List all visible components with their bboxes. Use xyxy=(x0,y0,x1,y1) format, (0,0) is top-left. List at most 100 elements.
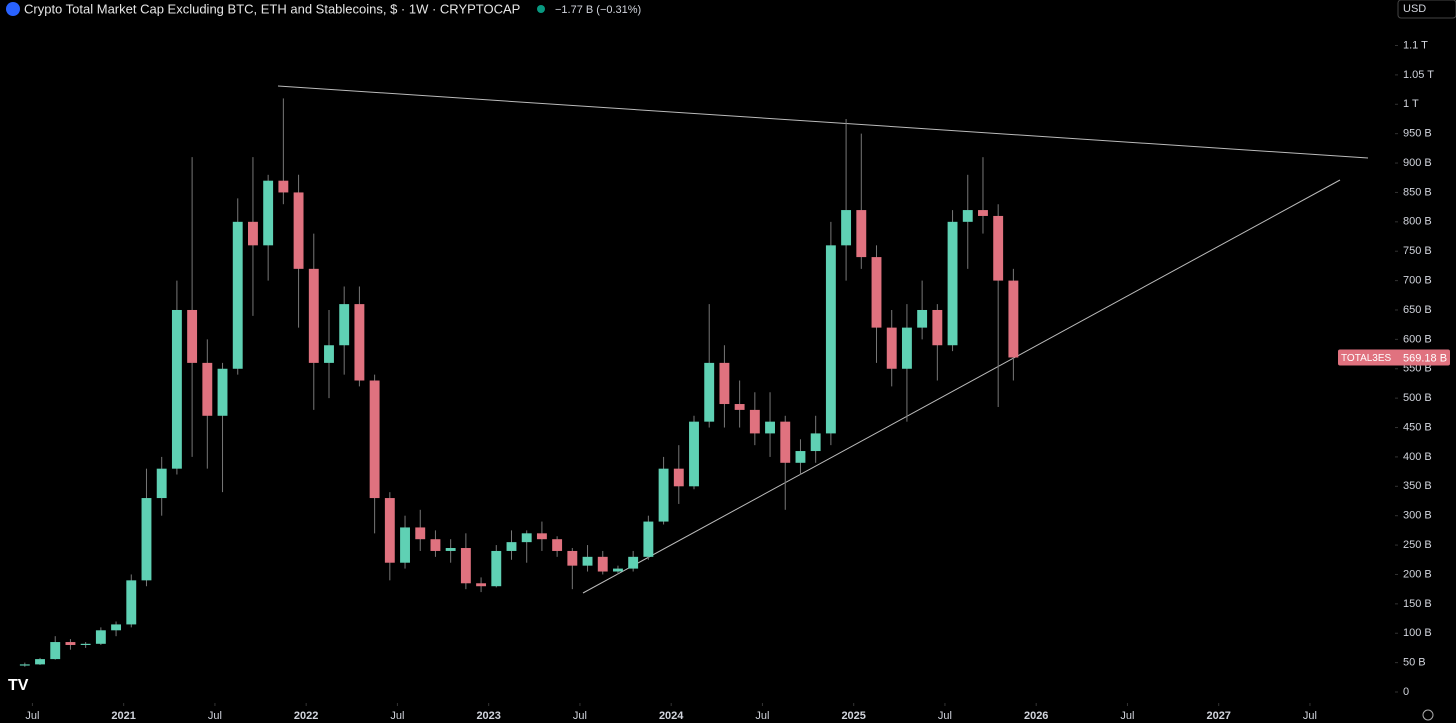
candle-body xyxy=(111,624,122,631)
y-tick-label: 500 B xyxy=(1403,392,1432,404)
candle-body xyxy=(719,362,730,405)
candle-body xyxy=(871,257,882,328)
candle-body xyxy=(354,304,365,381)
y-tick-label: 750 B xyxy=(1403,245,1432,257)
tv-logo: TV xyxy=(8,677,29,694)
candle-body xyxy=(369,380,380,499)
candle-body xyxy=(293,192,304,269)
x-tick-label: Jul xyxy=(755,710,769,722)
change: −1.77 B (−0.31%) xyxy=(555,4,641,16)
candle-body xyxy=(476,583,487,587)
candle-body xyxy=(415,527,426,540)
candle-body xyxy=(582,556,593,566)
candle-body xyxy=(324,345,334,363)
candle-body xyxy=(841,210,852,246)
candle-body xyxy=(126,580,137,625)
candle-body xyxy=(704,362,715,422)
candle-body xyxy=(521,533,532,543)
y-tick-label: 1.05 T xyxy=(1403,69,1434,81)
currency[interactable]: USD xyxy=(1403,3,1426,15)
candle-body xyxy=(80,643,91,645)
candle-body xyxy=(795,451,806,463)
candle-body xyxy=(171,309,182,469)
candle-body xyxy=(248,221,258,246)
y-tick-label: 1.1 T xyxy=(1403,39,1428,51)
x-tick-label: 2023 xyxy=(476,710,500,722)
candle-body xyxy=(187,309,198,363)
x-tick-label: 2027 xyxy=(1206,710,1230,722)
candle-body xyxy=(643,521,654,557)
candle-body xyxy=(400,527,410,563)
candle-body xyxy=(978,210,988,216)
x-tick-label: 2025 xyxy=(841,710,865,722)
x-tick-label: Jul xyxy=(573,710,587,722)
candle-body xyxy=(1008,280,1019,358)
y-tick-label: 0 xyxy=(1403,686,1409,698)
candle-body xyxy=(35,659,45,665)
candle-body xyxy=(217,368,228,416)
candle-body xyxy=(947,221,958,346)
candle-body xyxy=(536,533,547,540)
y-tick-label: 950 B xyxy=(1403,128,1432,140)
y-tick-label: 1 T xyxy=(1403,98,1419,110)
candle-body xyxy=(749,409,760,434)
candle-body xyxy=(95,630,106,644)
candle-body xyxy=(901,327,912,369)
candle-body xyxy=(597,556,608,572)
candle-body xyxy=(780,421,791,463)
price-tag xyxy=(1338,349,1450,366)
y-tick-label: 200 B xyxy=(1403,568,1432,580)
candle-body xyxy=(339,304,350,346)
candle-body xyxy=(658,468,669,522)
candle-body xyxy=(384,498,395,563)
candle-body xyxy=(628,556,639,569)
y-tick-label: 100 B xyxy=(1403,627,1432,639)
y-tick-label: 350 B xyxy=(1403,480,1432,492)
candle-body xyxy=(932,309,943,346)
candle-body xyxy=(278,180,289,193)
trend-line xyxy=(277,85,1369,159)
y-tick-label: 300 B xyxy=(1403,510,1432,522)
symbol-label: TOTAL3ES xyxy=(1341,353,1392,364)
candle-body xyxy=(673,468,684,487)
chart-title: Crypto Total Market Cap Excluding BTC, E… xyxy=(24,1,520,16)
candle-body xyxy=(491,550,502,587)
candle-body xyxy=(810,433,821,452)
candle-body xyxy=(202,362,213,416)
candle-body xyxy=(263,180,274,246)
candle-body xyxy=(50,642,61,660)
settings-icon[interactable] xyxy=(1422,709,1434,721)
currency-button[interactable] xyxy=(1397,0,1456,19)
y-tick-label: 900 B xyxy=(1403,157,1432,169)
candle-body xyxy=(993,215,1004,281)
candle-body xyxy=(156,468,167,499)
y-tick-label: 700 B xyxy=(1403,275,1432,287)
y-tick-label: 850 B xyxy=(1403,186,1432,198)
candle-body xyxy=(232,221,243,369)
x-tick-label: Jul xyxy=(1303,710,1317,722)
x-tick-label: 2021 xyxy=(111,710,135,722)
y-tick-label: 50 B xyxy=(1403,657,1426,669)
candle-body xyxy=(460,548,471,584)
x-tick-label: Jul xyxy=(1120,710,1134,722)
x-tick-label: Jul xyxy=(208,710,222,722)
trend-line xyxy=(582,179,1341,594)
candle-body xyxy=(141,498,152,581)
candle-body xyxy=(825,245,836,434)
candle-body xyxy=(19,664,30,666)
y-tick-label: 150 B xyxy=(1403,598,1432,610)
candle-body xyxy=(689,421,699,487)
x-tick-label: 2024 xyxy=(659,710,684,722)
candle-body xyxy=(765,421,775,434)
y-tick-label: 250 B xyxy=(1403,539,1432,551)
candle-body xyxy=(917,309,928,328)
y-tick-label: 400 B xyxy=(1403,451,1432,463)
candle-body xyxy=(445,548,456,551)
y-tick-label: 450 B xyxy=(1403,421,1432,433)
candle-body xyxy=(308,268,319,363)
x-tick-label: Jul xyxy=(390,710,404,722)
y-tick-label: 600 B xyxy=(1403,333,1432,345)
x-tick-label: Jul xyxy=(25,710,39,722)
x-tick-label: 2022 xyxy=(294,710,318,722)
